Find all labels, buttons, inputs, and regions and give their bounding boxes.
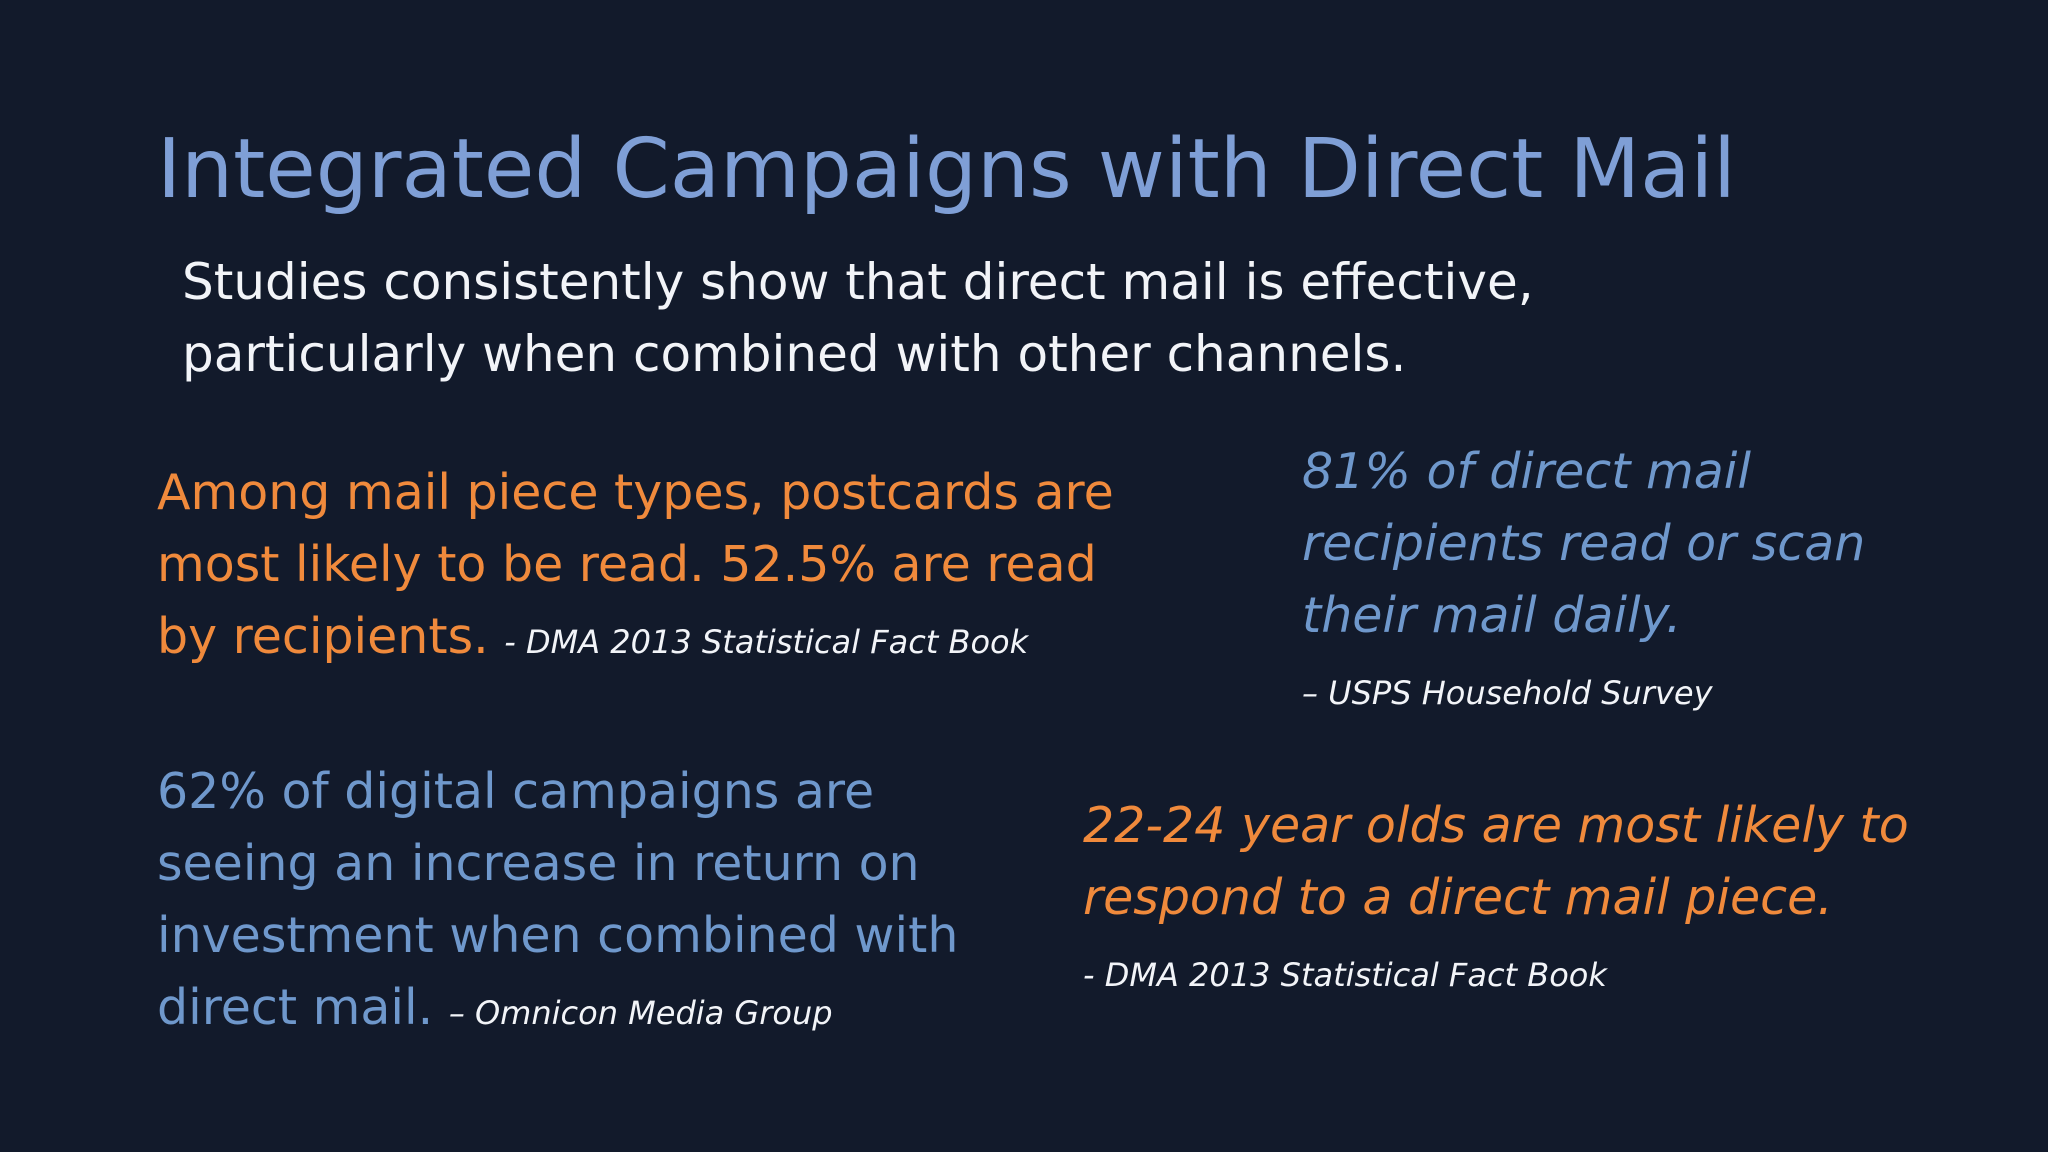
daily-mail-stat-source: – USPS Household Survey <box>1302 674 1713 712</box>
age-response-stat-text: 22-24 year olds are most likely to respo… <box>1083 797 1909 926</box>
daily-mail-stat-quote: 81% of direct mail recipients read or sc… <box>1302 436 1942 724</box>
slide-title: Integrated Campaigns with Direct Mail <box>157 122 1736 217</box>
daily-mail-stat-text: 81% of direct mail recipients read or sc… <box>1302 443 1866 644</box>
age-response-stat-source: - DMA 2013 Statistical Fact Book <box>1083 956 1607 994</box>
postcard-stat-source: - DMA 2013 Statistical Fact Book <box>504 623 1029 661</box>
digital-campaign-stat-source: – Omnicon Media Group <box>448 994 833 1032</box>
postcard-stat-quote: Among mail piece types, postcards are mo… <box>157 457 1117 673</box>
slide-subtitle: Studies consistently show that direct ma… <box>182 253 1534 383</box>
digital-campaign-stat-text: 62% of digital campaigns are seeing an i… <box>157 763 959 1036</box>
age-response-stat-quote: 22-24 year olds are most likely to respo… <box>1083 790 2003 1006</box>
postcard-stat-text: Among mail piece types, postcards are mo… <box>157 464 1114 665</box>
digital-campaign-stat-quote: 62% of digital campaigns are seeing an i… <box>157 756 977 1044</box>
